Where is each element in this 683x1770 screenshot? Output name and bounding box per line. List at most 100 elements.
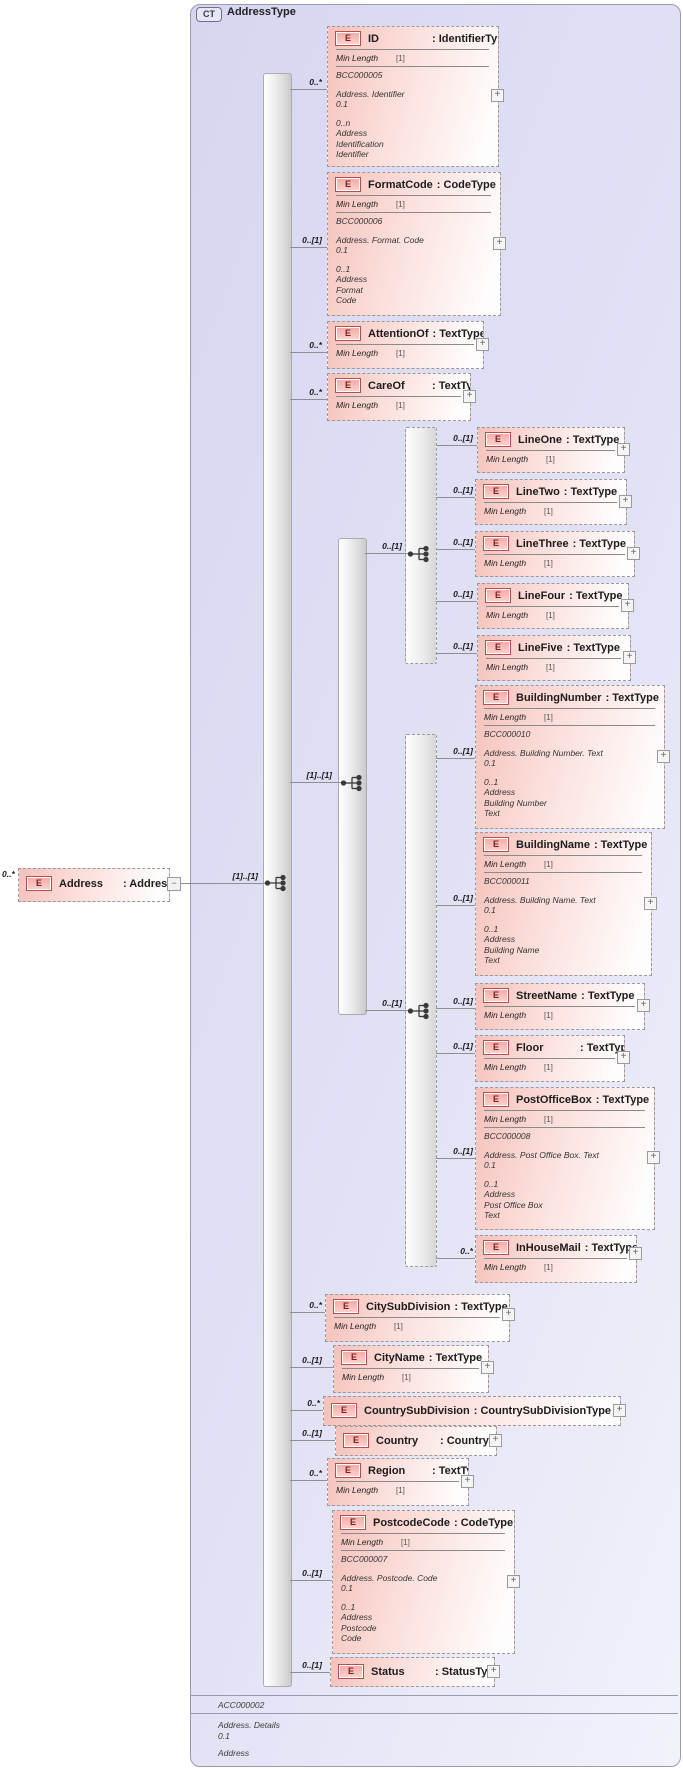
expand-icon[interactable]: + bbox=[644, 897, 657, 910]
expand-icon[interactable]: + bbox=[637, 999, 650, 1012]
expand-icon[interactable]: + bbox=[487, 1665, 500, 1678]
connector-line bbox=[290, 1367, 333, 1368]
element-badge: E bbox=[335, 1463, 361, 1478]
connector-line bbox=[436, 905, 475, 906]
expand-icon[interactable]: + bbox=[476, 338, 489, 351]
element-badge: E bbox=[483, 988, 509, 1003]
expand-icon[interactable]: + bbox=[657, 750, 670, 763]
cardinality-label: 0..* bbox=[309, 77, 322, 87]
cardinality-label: 0..* bbox=[309, 340, 322, 350]
connector-line bbox=[365, 1010, 409, 1011]
element-badge: E bbox=[335, 326, 361, 341]
element-box-postcodecode[interactable]: E PostcodeCode: CodeType Min Length [1] BC… bbox=[332, 1510, 515, 1654]
sequence-icon bbox=[264, 874, 286, 892]
element-badge: E bbox=[343, 1433, 369, 1448]
footer-acc-id: ACC000002 bbox=[218, 1700, 265, 1710]
element-box-id[interactable]: EID: IdentifierType Min Length[1] BCC000… bbox=[327, 26, 499, 167]
cardinality-label: 0..[1] bbox=[453, 485, 473, 495]
cardinality-label: 0..* bbox=[309, 1468, 322, 1478]
element-badge: E bbox=[483, 1092, 509, 1107]
connector-line bbox=[290, 1312, 325, 1313]
sequence-bar-middle bbox=[338, 538, 367, 1015]
connector-line bbox=[436, 653, 477, 654]
connector-line bbox=[436, 549, 475, 550]
cardinality-label: 0..* bbox=[307, 1398, 320, 1408]
element-badge: E bbox=[483, 1240, 509, 1255]
element-box-buildingname[interactable]: E BuildingName: TextType Min Length [1] BC… bbox=[475, 832, 652, 976]
footer-dictionary-entry: Address. Details bbox=[218, 1720, 280, 1730]
element-badge: E bbox=[483, 837, 509, 852]
cardinality-label: [1]..[1] bbox=[232, 871, 259, 881]
cardinality-label: 0..[1] bbox=[453, 641, 473, 651]
connector-line bbox=[436, 1008, 475, 1009]
element-box-status[interactable]: E Status: StatusType bbox=[330, 1657, 495, 1687]
expand-icon[interactable]: + bbox=[463, 390, 476, 403]
connector-line bbox=[290, 1440, 335, 1441]
element-box-buildingnumber[interactable]: E BuildingNumber: TextType Min Length [1] … bbox=[475, 685, 665, 829]
sequence-bar-main bbox=[263, 73, 292, 1687]
element-badge: E bbox=[26, 876, 52, 891]
expand-icon[interactable]: + bbox=[619, 495, 632, 508]
expand-icon[interactable]: + bbox=[617, 443, 630, 456]
element-badge: E bbox=[483, 536, 509, 551]
element-badge: E bbox=[485, 432, 511, 447]
element-box-attentionof[interactable]: E AttentionOf: TextType Min Length [1] bbox=[327, 321, 484, 369]
expand-icon[interactable]: + bbox=[617, 1051, 630, 1064]
expand-icon[interactable]: + bbox=[647, 1151, 660, 1164]
element-box-linethree[interactable]: E LineThree: TextType Min Length [1] bbox=[475, 531, 635, 577]
cardinality-label: [1]..[1] bbox=[306, 770, 333, 780]
expand-icon[interactable]: + bbox=[489, 1434, 502, 1447]
element-box-linetwo[interactable]: E LineTwo: TextType Min Length [1] bbox=[475, 479, 627, 525]
connector-line bbox=[290, 1580, 332, 1581]
expand-icon[interactable]: + bbox=[461, 1475, 474, 1488]
expand-icon[interactable]: + bbox=[481, 1361, 494, 1374]
cardinality-label: 0..[1] bbox=[382, 541, 402, 551]
cardinality-label: 0..[1] bbox=[453, 433, 473, 443]
footer-version: 0.1 bbox=[218, 1731, 230, 1741]
cardinality-label: 0..[1] bbox=[302, 1355, 322, 1365]
cardinality-label: 0..[1] bbox=[302, 1428, 322, 1438]
cardinality-label: 0..[1] bbox=[453, 746, 473, 756]
expand-icon[interactable]: + bbox=[627, 547, 640, 560]
expand-icon[interactable]: + bbox=[502, 1308, 515, 1321]
expand-icon[interactable]: + bbox=[493, 237, 506, 250]
element-box-postofficebox[interactable]: E PostOfficeBox: TextType Min Length [1] B… bbox=[475, 1087, 655, 1230]
element-box-formatcode[interactable]: E FormatCode: CodeType Min Length [1] BCC0… bbox=[327, 172, 501, 316]
element-badge: E bbox=[331, 1403, 357, 1418]
element-badge: E bbox=[483, 690, 509, 705]
cardinality-label: 0..* bbox=[460, 1246, 473, 1256]
element-box-cityname[interactable]: E CityName: TextType Min Length [1] bbox=[333, 1345, 489, 1393]
expand-icon[interactable]: + bbox=[623, 651, 636, 664]
element-badge: E bbox=[485, 588, 511, 603]
collapse-icon[interactable]: − bbox=[167, 877, 181, 891]
element-badge: E bbox=[483, 484, 509, 499]
element-box-streetname[interactable]: E StreetName: TextType Min Length [1] bbox=[475, 983, 645, 1030]
element-badge: E bbox=[335, 378, 361, 393]
expand-icon[interactable]: + bbox=[491, 89, 504, 102]
connector-line bbox=[290, 247, 327, 248]
element-box-citysubdivision[interactable]: E CitySubDivision: TextType Min Length [1] bbox=[325, 1294, 510, 1342]
cardinality-label: 0..[1] bbox=[302, 1660, 322, 1670]
element-box-countrysubdivision[interactable]: E CountrySubDivision: CountrySubDivisionT… bbox=[323, 1396, 621, 1426]
expand-icon[interactable]: + bbox=[613, 1404, 626, 1417]
cardinality-label: 0..[1] bbox=[453, 996, 473, 1006]
element-box-inhousemail[interactable]: E InHouseMail: TextType Min Length [1] bbox=[475, 1235, 637, 1283]
element-box-lineone[interactable]: E LineOne: TextType Min Length [1] bbox=[477, 427, 625, 473]
connector-line bbox=[436, 445, 477, 446]
connector-line bbox=[290, 1480, 327, 1481]
element-box-linefour[interactable]: E LineFour: TextType Min Length [1] bbox=[477, 583, 629, 629]
expand-icon[interactable]: + bbox=[629, 1247, 642, 1260]
expand-icon[interactable]: + bbox=[507, 1575, 520, 1588]
connector-line bbox=[436, 1158, 475, 1159]
expand-icon[interactable]: + bbox=[621, 599, 634, 612]
element-badge: E bbox=[485, 640, 511, 655]
element-badge: E bbox=[483, 1040, 509, 1055]
connector-line bbox=[290, 1672, 330, 1673]
element-box-linefive[interactable]: E LineFive: TextType Min Length [1] bbox=[477, 635, 631, 681]
